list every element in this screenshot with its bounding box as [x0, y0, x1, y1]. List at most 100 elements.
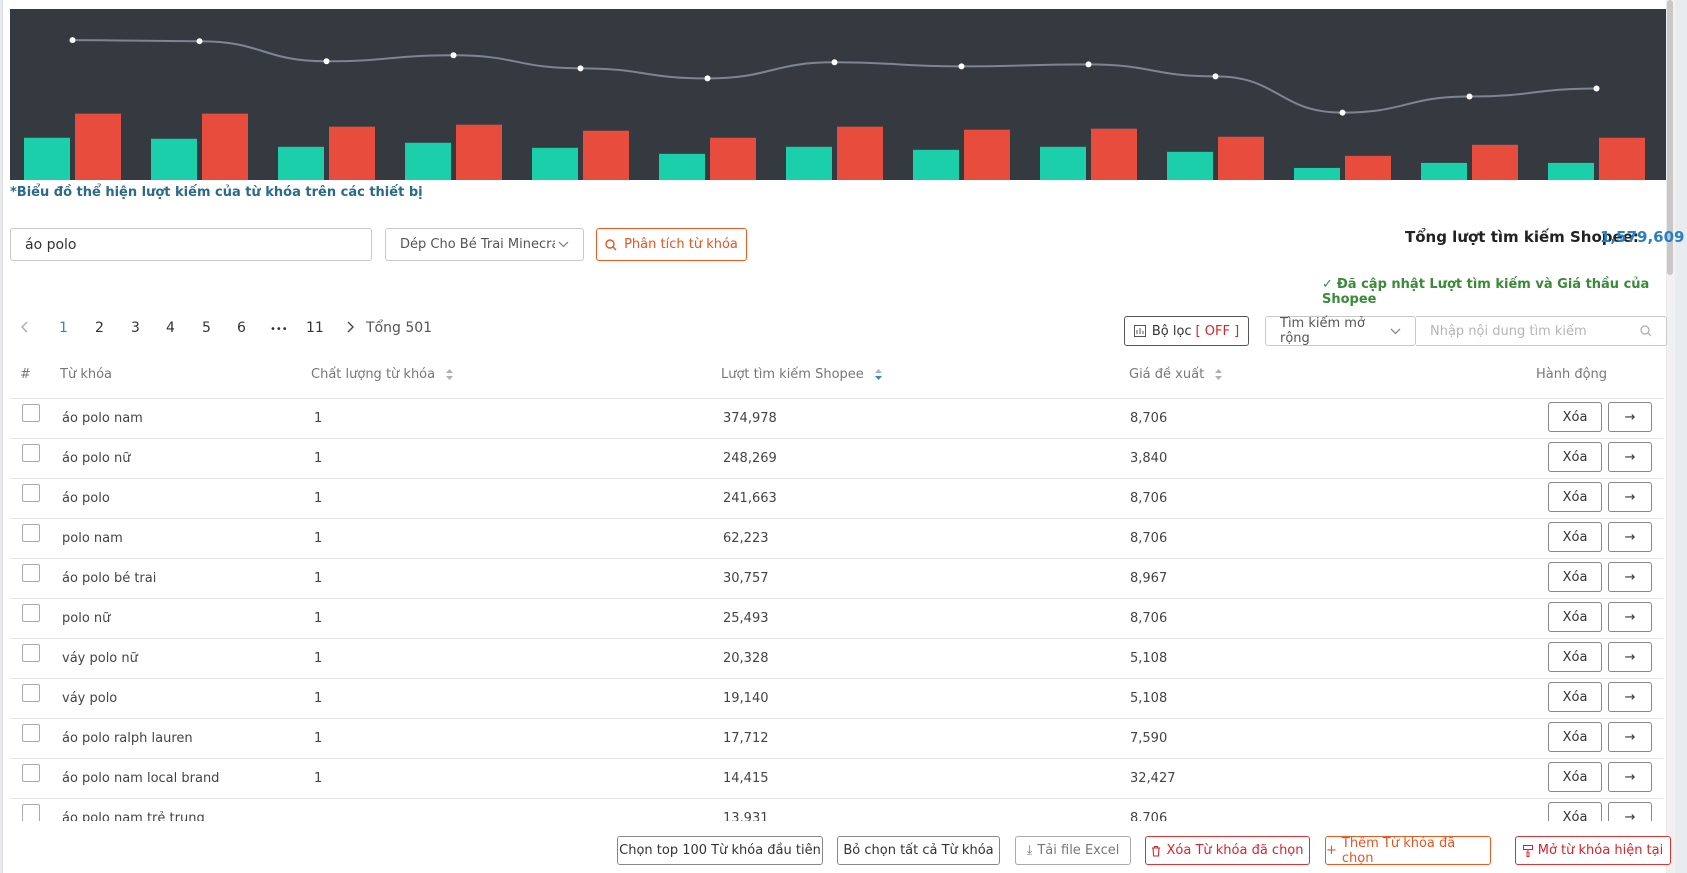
- col-bid[interactable]: Giá đề xuất: [1129, 367, 1223, 382]
- extended-search-select[interactable]: Tìm kiếm mở rộng: [1265, 316, 1416, 346]
- open-row-button[interactable]: →: [1608, 762, 1652, 792]
- chart-bar-series-2[interactable]: [710, 137, 756, 180]
- chart-bar-series-1[interactable]: [1548, 162, 1594, 180]
- delete-row-button[interactable]: Xóa: [1548, 402, 1602, 432]
- chart-bar-series-1[interactable]: [278, 146, 324, 180]
- select-top-button[interactable]: Chọn top 100 Từ khóa đầu tiên: [617, 836, 823, 865]
- chart-trend-point[interactable]: [1339, 109, 1346, 116]
- delete-row-button[interactable]: Xóa: [1548, 562, 1602, 592]
- open-row-button[interactable]: →: [1608, 402, 1652, 432]
- open-row-button[interactable]: →: [1608, 682, 1652, 712]
- chart-bar-series-2[interactable]: [1345, 155, 1391, 180]
- open-row-button[interactable]: →: [1608, 482, 1652, 512]
- deselect-all-button[interactable]: Bỏ chọn tất cả Từ khóa: [837, 836, 1000, 865]
- row-checkbox[interactable]: [22, 564, 40, 582]
- chart-bar-series-1[interactable]: [1294, 167, 1340, 180]
- open-current-button[interactable]: Mở từ khóa hiện tại: [1515, 836, 1671, 865]
- pagination-page-5[interactable]: 5: [202, 320, 211, 336]
- chart-trend-point[interactable]: [958, 63, 965, 70]
- chart-bar-series-2[interactable]: [456, 124, 502, 180]
- pagination-page-1[interactable]: 1: [59, 320, 68, 336]
- pagination-ellipsis[interactable]: •••: [270, 324, 288, 335]
- chart-bar-series-2[interactable]: [583, 130, 629, 180]
- chart-bar-series-1[interactable]: [786, 146, 832, 180]
- chart-trend-point[interactable]: [704, 75, 711, 82]
- chart-bar-series-1[interactable]: [913, 149, 959, 180]
- row-checkbox[interactable]: [22, 484, 40, 502]
- chart-bar-series-1[interactable]: [1421, 162, 1467, 180]
- delete-row-button[interactable]: Xóa: [1548, 682, 1602, 712]
- pagination-page-11[interactable]: 11: [306, 320, 324, 336]
- delete-row-button[interactable]: Xóa: [1548, 762, 1602, 792]
- pagination-page-3[interactable]: 3: [131, 320, 140, 336]
- chart-bar-series-2[interactable]: [1599, 137, 1645, 180]
- sort-icon[interactable]: [445, 368, 454, 381]
- scrollbar-thumb[interactable]: [1667, 0, 1673, 275]
- chart-trend-point[interactable]: [196, 38, 203, 45]
- open-row-button[interactable]: →: [1608, 522, 1652, 552]
- open-row-button[interactable]: →: [1608, 562, 1652, 592]
- chart-bar-series-2[interactable]: [1218, 136, 1264, 180]
- keyword-input[interactable]: áo polo: [10, 228, 372, 261]
- pagination-page-6[interactable]: 6: [237, 320, 246, 336]
- row-checkbox[interactable]: [22, 724, 40, 742]
- delete-row-button[interactable]: Xóa: [1548, 482, 1602, 512]
- open-row-button[interactable]: →: [1608, 722, 1652, 752]
- chart-bar-series-2[interactable]: [964, 129, 1010, 180]
- chart-bar-series-2[interactable]: [837, 126, 883, 180]
- row-checkbox[interactable]: [22, 604, 40, 622]
- chart-bar-series-1[interactable]: [405, 142, 451, 180]
- chart-bar-series-1[interactable]: [1040, 146, 1086, 180]
- delete-row-button[interactable]: Xóa: [1548, 802, 1602, 821]
- row-checkbox[interactable]: [22, 524, 40, 542]
- sort-icon[interactable]: [1214, 368, 1223, 381]
- chart-bar-series-1[interactable]: [659, 153, 705, 180]
- download-excel-button[interactable]: ⤓ Tải file Excel: [1015, 836, 1131, 865]
- open-row-button[interactable]: →: [1608, 642, 1652, 672]
- row-checkbox[interactable]: [22, 804, 40, 821]
- chart-bar-series-2[interactable]: [329, 126, 375, 180]
- chart-bar-series-1[interactable]: [532, 147, 578, 180]
- filter-button[interactable]: Bộ lọc [ OFF ]: [1124, 316, 1249, 346]
- col-search[interactable]: Lượt tìm kiếm Shopee: [721, 367, 883, 382]
- analyze-keyword-button[interactable]: Phân tích từ khóa: [596, 228, 747, 261]
- open-row-button[interactable]: →: [1608, 442, 1652, 472]
- chart-trend-point[interactable]: [1085, 61, 1092, 68]
- chart-trend-point[interactable]: [1466, 93, 1473, 100]
- chart-trend-point[interactable]: [1212, 73, 1219, 80]
- content-search-input[interactable]: Nhập nội dung tìm kiếm: [1416, 316, 1667, 346]
- open-row-button[interactable]: →: [1608, 602, 1652, 632]
- pagination-prev-icon[interactable]: [20, 321, 28, 337]
- row-checkbox[interactable]: [22, 444, 40, 462]
- delete-row-button[interactable]: Xóa: [1548, 602, 1602, 632]
- row-checkbox[interactable]: [22, 684, 40, 702]
- pagination-page-4[interactable]: 4: [166, 320, 175, 336]
- chart-bar-series-2[interactable]: [1472, 144, 1518, 180]
- pagination-page-2[interactable]: 2: [95, 320, 104, 336]
- chart-bar-series-1[interactable]: [1167, 151, 1213, 180]
- chart-trend-point[interactable]: [831, 59, 838, 66]
- chart-trend-point[interactable]: [323, 58, 330, 65]
- row-checkbox[interactable]: [22, 404, 40, 422]
- chart-trend-point[interactable]: [1593, 85, 1600, 92]
- chart-bar-series-1[interactable]: [151, 138, 197, 180]
- col-quality[interactable]: Chất lượng từ khóa: [311, 367, 454, 382]
- scrollbar-track[interactable]: [1667, 0, 1675, 873]
- open-row-button[interactable]: →: [1608, 802, 1652, 821]
- delete-row-button[interactable]: Xóa: [1548, 442, 1602, 472]
- delete-row-button[interactable]: Xóa: [1548, 642, 1602, 672]
- delete-row-button[interactable]: Xóa: [1548, 722, 1602, 752]
- sort-icon[interactable]: [874, 368, 883, 381]
- delete-row-button[interactable]: Xóa: [1548, 522, 1602, 552]
- add-selected-button[interactable]: + Thêm Từ khóa đã chọn: [1325, 836, 1491, 866]
- chart-trend-point[interactable]: [69, 37, 76, 44]
- row-checkbox[interactable]: [22, 644, 40, 662]
- chart-bar-series-1[interactable]: [24, 137, 70, 180]
- delete-selected-button[interactable]: Xóa Từ khóa đã chọn: [1145, 836, 1310, 865]
- chart-trend-point[interactable]: [577, 65, 584, 72]
- chart-bar-series-2[interactable]: [1091, 128, 1137, 180]
- chart-bar-series-2[interactable]: [202, 113, 248, 180]
- chart-trend-point[interactable]: [450, 52, 457, 59]
- pagination-next-icon[interactable]: [347, 321, 355, 337]
- product-select[interactable]: Dép Cho Bé Trai Minecraf: [385, 228, 584, 261]
